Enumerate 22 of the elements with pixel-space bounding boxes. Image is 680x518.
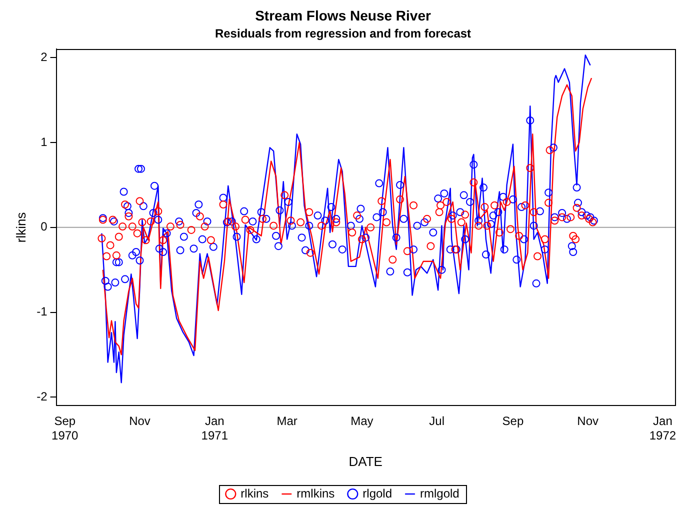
chart-subtitle: Residuals from regression and from forecast <box>214 26 472 40</box>
x-tick-label: Jan 1971 <box>201 414 228 443</box>
chart-title: Stream Flows Neuse River <box>255 7 432 24</box>
x-tick-label: May <box>350 414 374 428</box>
x-tick-label: Jul <box>429 414 445 428</box>
x-tick-label: Nov <box>129 414 150 428</box>
y-tick-label: -1 <box>36 304 48 319</box>
y-tick-label: 0 <box>40 220 48 234</box>
x-tick-label: Sep <box>502 414 524 428</box>
y-tick-label: 1 <box>40 134 48 149</box>
legend-label: rmlgold <box>420 486 460 500</box>
x-tick-label: Nov <box>577 414 599 428</box>
legend-label: rlgold <box>362 486 392 500</box>
y-tick-label: -2 <box>36 389 48 404</box>
legend-label: rlkins <box>240 486 269 500</box>
x-tick-label: Mar <box>276 414 298 428</box>
x-tick-label: Sep 1970 <box>52 414 79 443</box>
x-axis-title: DATE <box>348 454 383 469</box>
y-tick-label: 2 <box>40 50 48 64</box>
x-tick-label: Jan 1972 <box>649 414 676 443</box>
y-axis-title: rlkins <box>13 212 28 243</box>
legend-label: rmlkins <box>296 486 335 500</box>
